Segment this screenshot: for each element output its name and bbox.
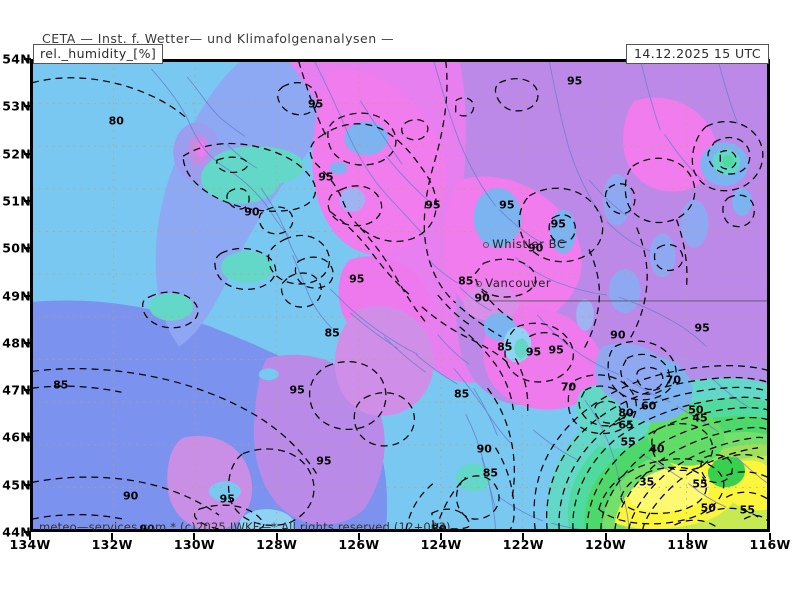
latitude-tick-47N: 47N (2, 382, 31, 398)
city-label: Vancouver (485, 276, 552, 291)
latitude-tickmark (24, 341, 31, 344)
latitude-tick-52N: 52N (2, 146, 31, 162)
latitude-tickmark (24, 247, 31, 250)
longitude-tick-118W: 118W (667, 537, 709, 552)
map-canvas (32, 61, 768, 530)
contour-label: 90 (244, 205, 260, 219)
city-marker-icon (476, 281, 483, 288)
latitude-tick-53N: 53N (2, 98, 31, 114)
latitude-tick-44N: 44N (2, 524, 31, 540)
latitude-tick-48N: 48N (2, 335, 31, 351)
longitude-tick-116W: 116W (749, 537, 791, 552)
latitude-tick-51N: 51N (2, 193, 31, 209)
longitude-tick-124W: 124W (420, 537, 462, 552)
contour-label: 95 (525, 345, 542, 359)
latitude-tickmark (24, 58, 31, 60)
contour-label: 85 (453, 387, 470, 401)
longitude-tick-134W: 134W (9, 537, 51, 552)
contour-label: 80 (108, 114, 124, 128)
longitude-tick-128W: 128W (256, 537, 298, 552)
contour-label: 95 (548, 343, 564, 357)
contour-label: 85 (324, 326, 340, 340)
latitude-tick-49N: 49N (2, 288, 31, 303)
longitude-tick-122W: 122W (502, 537, 544, 552)
contour-label: 55 (620, 435, 636, 449)
page-title: CETA — Inst. f. Wetter— und Klimafolgena… (42, 31, 395, 46)
contour-label: 70 (560, 380, 577, 394)
contour-label: 95 (308, 97, 324, 111)
contour-label: 95 (567, 74, 583, 88)
humidity-map[interactable]: Whistler BC Vancouver 80 95 95 95 95 95 95 90 90 9… (30, 59, 770, 532)
contour-label: 85 (458, 274, 474, 288)
contour-label: 80 (431, 522, 447, 532)
copyright-credit: meteo—services.com * (c)2025 IWKF—* All … (39, 520, 451, 532)
latitude-tick-50N: 50N (2, 240, 31, 256)
latitude-tick-46N: 46N (2, 429, 31, 445)
longitude-tick-120W: 120W (585, 537, 627, 552)
contour-label: 55 (692, 477, 708, 491)
contour-label: 90 (123, 489, 139, 503)
latitude-tickmark (24, 389, 31, 392)
contour-label: 45 (692, 411, 708, 425)
longitude-tickmark (522, 533, 525, 540)
city-marker-icon (483, 241, 490, 248)
latitude-tickmark (24, 294, 31, 297)
longitude-tick-130W: 130W (173, 537, 215, 552)
valid-time-label: 14.12.2025 15 UTC (625, 44, 769, 64)
longitude-tickmark (440, 533, 443, 540)
longitude-tickmark (275, 533, 278, 540)
contour-label: 90 (527, 241, 544, 255)
latitude-tickmark (24, 436, 31, 439)
longitude-tickmark (357, 533, 360, 540)
latitude-tick-54N: 54N (2, 51, 31, 67)
contour-label: 65 (618, 418, 634, 432)
contour-label: 80 (618, 406, 634, 420)
contour-label: 95 (499, 198, 515, 212)
contour-label: 70 (665, 373, 681, 387)
latitude-tickmark (24, 152, 31, 155)
parameter-label: rel._humidity_[%] (33, 44, 164, 64)
contour-label: 95 (316, 454, 332, 468)
longitude-tick-132W: 132W (91, 537, 133, 552)
contour-label: 50 (688, 403, 704, 417)
contour-label: 40 (649, 442, 665, 456)
longitude-tickmark (604, 533, 607, 540)
latitude-tickmark (24, 105, 31, 108)
contour-label: 60 (641, 399, 657, 413)
contour-label: 90 (610, 328, 626, 342)
contour-label: 95 (219, 492, 235, 506)
contour-label: 35 (638, 475, 655, 489)
contour-label: 95 (318, 170, 334, 184)
contour-label: 55 (739, 503, 755, 517)
longitude-tickmark (193, 533, 196, 540)
latitude-axis: 54N 53N 52N 51N 50N 49N 48N 47N 46N 45N 44N (0, 0, 31, 600)
longitude-tickmark (29, 533, 31, 540)
contour-label: 95 (694, 321, 710, 335)
contour-label: 90 (474, 291, 490, 304)
longitude-tickmark (111, 533, 114, 540)
longitude-tick-126W: 126W (338, 537, 380, 552)
longitude-tickmark (769, 533, 771, 540)
contour-label: 95 (550, 217, 566, 231)
contour-label: 95 (289, 383, 305, 397)
latitude-tickmark (24, 531, 31, 533)
latitude-tickmark (24, 199, 31, 202)
contour-label: 50 (700, 501, 716, 515)
latitude-tickmark (24, 483, 31, 486)
contour-label: 90 (476, 442, 492, 456)
longitude-tickmark (686, 533, 689, 540)
contour-label: 90 (139, 522, 155, 532)
contour-label: 85 (482, 466, 499, 479)
contour-label: 85 (497, 340, 513, 354)
city-label: Whistler BC (492, 236, 566, 251)
contour-label: 95 (349, 272, 365, 286)
contour-label: 95 (425, 198, 441, 212)
contour-label: 85 (53, 378, 69, 392)
latitude-tick-45N: 45N (2, 477, 31, 493)
